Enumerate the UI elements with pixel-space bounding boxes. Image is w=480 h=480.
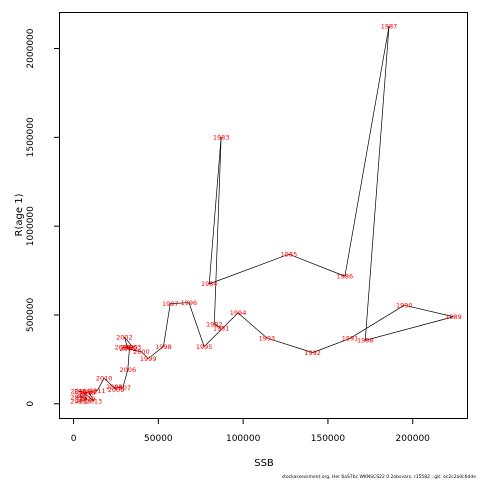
year-label-1992: 1992	[304, 349, 321, 357]
x-tick-label-150000: 150000	[311, 434, 346, 444]
year-label-2019: 2019	[79, 395, 96, 403]
segment-1983-1984	[208, 137, 222, 284]
segment-1991-1992	[312, 338, 351, 353]
year-label-1984: 1984	[201, 280, 218, 288]
y-tick-label-500000: 500000	[26, 298, 36, 333]
year-label-1994: 1994	[230, 309, 247, 317]
year-label-2003: 2003	[125, 344, 142, 352]
segment-2011-2012	[88, 390, 98, 393]
x-tick-label-0: 0	[71, 434, 77, 444]
segment-1982-1983	[213, 137, 222, 325]
year-label-1998: 1998	[155, 343, 172, 351]
year-label-2018: 2018	[70, 393, 87, 401]
segment-2018-2019	[78, 396, 88, 399]
segment-1994-1995	[203, 312, 239, 347]
year-label-2013: 2013	[86, 397, 103, 405]
y-axis-label: R(age 1)	[14, 193, 25, 236]
x-axis-label: SSB	[254, 458, 274, 469]
year-label-1991: 1991	[342, 335, 359, 343]
segment-1993-1994	[237, 312, 268, 339]
year-label-2014: 2014	[74, 388, 91, 396]
year-label-1989: 1989	[445, 313, 462, 321]
y-tick-label-0: 0	[26, 401, 36, 407]
segment-2015-2016	[78, 391, 88, 393]
segment-1997-1998	[163, 303, 171, 347]
segment-2001-2002	[124, 336, 129, 349]
segment-2006-2007	[122, 369, 129, 388]
year-label-1987: 1987	[381, 23, 398, 31]
year-label-1999: 1999	[140, 355, 157, 363]
year-label-2006: 2006	[120, 366, 137, 374]
segment-1989-1990	[404, 304, 454, 318]
y-tick-label-1500000: 1500000	[26, 117, 36, 157]
segment-1985-1986	[288, 253, 346, 277]
year-label-2012: 2012	[81, 388, 98, 396]
year-label-2008: 2008	[106, 383, 123, 391]
segment-1984-1985	[209, 253, 290, 285]
year-label-2015: 2015	[70, 388, 87, 396]
trajectory-lines	[78, 26, 454, 402]
segment-1998-1999	[147, 346, 164, 359]
year-label-2010: 2010	[96, 374, 113, 382]
segment-2016-2017	[83, 392, 88, 396]
y-tick-label-2000000: 2000000	[26, 28, 36, 68]
segment-1987-1988	[364, 26, 390, 341]
year-label-2001: 2001	[120, 345, 137, 353]
year-label-2004: 2004	[114, 344, 131, 352]
segment-2005-2006	[127, 347, 130, 370]
year-label-1981: 1981	[213, 325, 230, 333]
year-label-2005: 2005	[121, 344, 138, 352]
segment-1990-1991	[349, 304, 405, 339]
year-label-2007: 2007	[114, 384, 131, 392]
segment-2010-2011	[97, 377, 105, 391]
year-label-1985: 1985	[281, 251, 298, 259]
x-tick-label-100000: 100000	[226, 434, 261, 444]
segment-1988-1989	[365, 316, 454, 341]
x-tick-label-200000: 200000	[396, 434, 431, 444]
y-axis: 0 500000 1000000 1500000 2000000	[26, 28, 60, 407]
year-label-1983: 1983	[213, 134, 230, 142]
year-label-1993: 1993	[259, 334, 276, 342]
year-label-2011: 2011	[89, 387, 106, 395]
footer-credit: stockassessment.org, Her 6aS7bc WKNSCS22…	[282, 474, 476, 480]
year-label-1996: 1996	[181, 299, 198, 307]
year-label-1982: 1982	[206, 321, 223, 329]
year-label-2016: 2016	[79, 389, 96, 397]
year-label-2000: 2000	[133, 348, 150, 356]
segment-2000-2001	[127, 348, 142, 353]
x-tick-label-50000: 50000	[144, 434, 173, 444]
segment-1986-1987	[344, 26, 390, 277]
segment-2017-2018	[78, 395, 84, 398]
segment-1999-2000	[141, 351, 149, 359]
y-tick-label-1000000: 1000000	[26, 206, 36, 246]
segment-1992-1993	[266, 337, 313, 353]
segment-2012-2013	[88, 391, 95, 402]
segment-2002-2003	[124, 336, 134, 348]
year-label-2009: 2009	[108, 386, 125, 394]
x-axis: 0 50000 100000 150000 200000	[71, 418, 430, 444]
segment-1995-1996	[188, 302, 205, 347]
year-label-1997: 1997	[162, 300, 179, 308]
year-label-1990: 1990	[396, 302, 413, 310]
segment-2009-2010	[103, 377, 117, 391]
year-label-1995: 1995	[196, 343, 213, 351]
year-label-2021: 2021	[70, 398, 87, 406]
year-label-1986: 1986	[337, 273, 354, 281]
segment-1981-1982	[214, 323, 222, 329]
segment-2020-2021	[78, 400, 84, 402]
year-label-2017: 2017	[75, 392, 92, 400]
year-label-2002: 2002	[116, 333, 133, 341]
segment-2013-2014	[81, 391, 95, 402]
plot-frame	[59, 12, 468, 419]
segment-2007-2008	[114, 386, 123, 389]
segment-2019-2020	[83, 398, 88, 401]
year-label-1988: 1988	[357, 337, 374, 345]
year-label-2020: 2020	[75, 397, 92, 405]
segment-1996-1997	[170, 302, 189, 305]
